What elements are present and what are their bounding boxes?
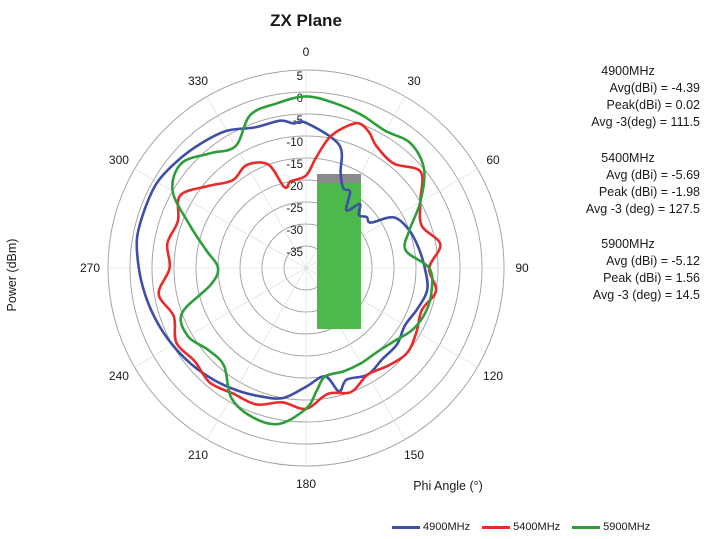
- stats-line: Peak(dBi) = 0.02: [606, 98, 700, 112]
- legend-item: 4900MHz: [392, 521, 470, 533]
- stats-header: 5900MHz: [601, 237, 655, 251]
- angle-tick-label: 210: [188, 448, 208, 462]
- angle-tick-label: 270: [80, 261, 100, 275]
- stats-header: 4900MHz: [601, 64, 655, 78]
- angle-tick-label: 0: [303, 45, 310, 59]
- radial-tick-label: -10: [286, 137, 303, 149]
- angle-tick-labels: 0 30 60 90 120 150 180 210 240 270 300 330: [80, 45, 529, 491]
- stats-block-5900: 5900MHz Avg (dBi) = -5.12 Peak (dBi) = 1…: [548, 236, 700, 304]
- series-line-5400MHz: [157, 121, 442, 411]
- radial-tick-label: 0: [297, 93, 303, 105]
- overlay-bar-cap: [317, 174, 361, 183]
- stats-line: Avg (dBi) = -5.69: [606, 168, 700, 182]
- overlay-bar-body: [317, 174, 361, 329]
- legend-swatch: [572, 525, 601, 529]
- stats-header: 5400MHz: [601, 151, 655, 165]
- angle-tick-label: 150: [404, 448, 424, 462]
- stats-line: Avg -3 (deg) = 127.5: [585, 202, 700, 216]
- series-layer: [135, 95, 442, 426]
- grid-spoke: [134, 168, 307, 269]
- legend-item: 5900MHz: [572, 521, 650, 533]
- x-axis-label: Phi Angle (°): [413, 479, 483, 493]
- stats-line: Avg -3 (deg) = 14.5: [592, 288, 700, 302]
- stats-line: Avg(dBi) = -4.39: [609, 81, 700, 95]
- radial-tick-label: -20: [286, 181, 303, 193]
- stats-block-4900: 4900MHz Avg(dBi) = -4.39 Peak(dBi) = 0.0…: [548, 63, 700, 131]
- angle-tick-label: 300: [109, 153, 129, 167]
- radial-tick-label: -30: [286, 225, 303, 237]
- angle-tick-label: 90: [515, 261, 529, 275]
- grid-spoke: [206, 96, 307, 269]
- y-axis-label: Power (dBm): [5, 239, 19, 312]
- angle-tick-label: 60: [486, 153, 500, 167]
- legend-swatch: [392, 525, 420, 529]
- angle-tick-label: 240: [109, 369, 129, 383]
- radial-tick-label: 5: [297, 71, 303, 83]
- angle-tick-label: 180: [296, 477, 316, 491]
- stats-line: Avg (dBi) = -5.12: [606, 254, 700, 268]
- grid-spoke: [134, 267, 307, 368]
- radial-tick-label: -25: [286, 203, 303, 215]
- stats-line: Peak (dBi) = -1.98: [598, 185, 700, 199]
- legend-swatch: [482, 525, 511, 529]
- grid-spoke: [206, 267, 307, 440]
- center-overlay-bar: [317, 174, 361, 329]
- stats-block-5400: 5400MHz Avg (dBi) = -5.69 Peak (dBi) = -…: [548, 150, 700, 218]
- legend-label: 5900MHz: [603, 521, 651, 533]
- series-line-4900MHz: [135, 119, 429, 400]
- legend-label: 5400MHz: [513, 521, 561, 533]
- angle-tick-label: 330: [188, 74, 208, 88]
- series-line-5900MHz: [170, 95, 434, 426]
- angle-tick-label: 30: [407, 74, 421, 88]
- stats-line: Avg -3(deg) = 111.5: [591, 115, 700, 129]
- radial-tick-label: -35: [286, 247, 303, 259]
- stats-line: Peak (dBi) = 1.56: [603, 271, 700, 285]
- legend-item: 5400MHz: [482, 521, 560, 533]
- polar-grid: [107, 69, 505, 467]
- radial-tick-label: -15: [286, 159, 303, 171]
- chart-legend: 4900MHz 5400MHz 5900MHz: [392, 521, 662, 533]
- angle-tick-label: 120: [483, 369, 503, 383]
- legend-label: 4900MHz: [423, 521, 471, 533]
- chart-title: ZX Plane: [270, 11, 342, 30]
